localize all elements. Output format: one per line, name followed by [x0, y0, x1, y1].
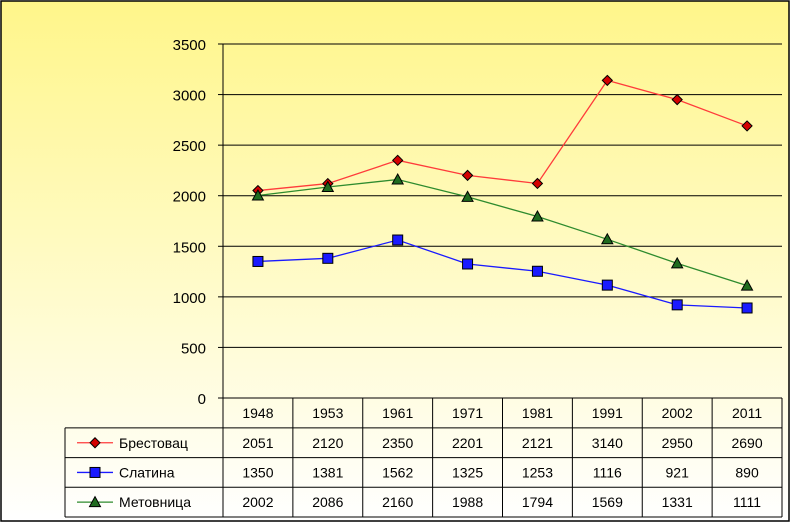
x-tick-label: 1991	[592, 405, 623, 421]
data-point	[531, 177, 544, 190]
data-table: 1948 1953 1961 1971 1981 1991 2002 2011 Брестова…	[64, 397, 783, 518]
table-cell: 1988	[452, 494, 483, 510]
table-cell: 2950	[662, 435, 693, 451]
y-axis-ticks: 0 500 1000 1500 2000 2500 3000 3500	[173, 37, 206, 408]
table-cell: 3140	[592, 435, 623, 451]
table-cell: 2201	[452, 435, 483, 451]
data-point	[531, 265, 543, 277]
data-point	[601, 279, 613, 291]
table-cell: 2121	[522, 435, 553, 451]
table-cell: 1111	[733, 494, 761, 510]
data-point	[321, 180, 335, 193]
table-cell: 2160	[382, 494, 413, 510]
table-cell: 2002	[242, 494, 273, 510]
table-cell: 2690	[731, 435, 762, 451]
data-point	[462, 258, 474, 270]
data-point	[391, 154, 404, 167]
legend-label: Метовница	[119, 494, 191, 510]
table-cell: 1381	[312, 464, 343, 480]
legend-label: Слатина	[119, 464, 175, 480]
data-point	[251, 188, 265, 201]
data-point	[391, 172, 405, 185]
data-point	[741, 302, 753, 314]
data-point	[392, 234, 404, 246]
y-tick-label: 3000	[173, 88, 206, 105]
y-tick-label: 3500	[173, 37, 206, 54]
legend-label: Брестовац	[119, 435, 188, 451]
x-tick-label: 1953	[312, 405, 343, 421]
table-cell: 2051	[242, 435, 273, 451]
x-tick-label: 1971	[452, 405, 483, 421]
x-tick-label: 2011	[732, 405, 762, 421]
table-cell: 1331	[662, 494, 693, 510]
data-point	[461, 190, 474, 202]
table-cell: 921	[666, 464, 690, 480]
data-point	[461, 169, 474, 182]
y-tick-label: 2000	[173, 189, 206, 206]
series-line	[257, 178, 748, 287]
x-tick-label: 1961	[382, 405, 413, 421]
table-cell: 1325	[452, 464, 483, 480]
table-cell: 2350	[382, 435, 413, 451]
data-point	[670, 256, 684, 269]
series-lines	[251, 74, 754, 314]
table-cell: 2120	[312, 435, 343, 451]
table-cell: 890	[735, 464, 759, 480]
table-cell: 1794	[522, 494, 553, 510]
data-point	[322, 252, 334, 264]
data-point	[252, 255, 264, 267]
legend-key-marker	[88, 495, 102, 508]
legend-key-marker	[89, 437, 101, 449]
table-cell: 1116	[593, 464, 622, 480]
y-tick-label: 0	[198, 391, 206, 408]
table-cell: 1350	[242, 464, 273, 480]
x-tick-label: 1948	[242, 405, 273, 421]
y-tick-label: 2500	[173, 138, 206, 155]
y-tick-label: 1500	[173, 239, 206, 256]
table-cell: 2086	[312, 494, 343, 510]
data-point	[671, 299, 683, 311]
table-cell: 1562	[382, 464, 413, 480]
data-point	[741, 120, 753, 132]
table-cell: 1569	[592, 494, 623, 510]
table-cell: 1253	[522, 464, 553, 480]
series-line	[257, 79, 748, 192]
legend-key-marker	[89, 466, 101, 478]
data-point	[671, 93, 683, 106]
x-tick-label: 1981	[522, 405, 553, 421]
data-point	[600, 232, 614, 245]
data-point	[531, 210, 544, 222]
data-point	[740, 279, 754, 291]
series-line	[257, 239, 748, 309]
y-tick-label: 500	[181, 340, 206, 357]
x-tick-label: 2002	[662, 405, 693, 421]
data-point	[601, 74, 614, 87]
y-tick-label: 1000	[173, 290, 206, 307]
